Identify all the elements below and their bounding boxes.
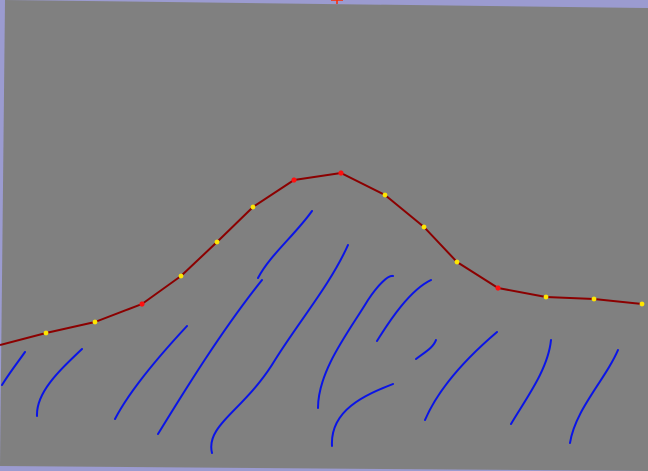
- brush-stroke[interactable]: [1, 351, 26, 386]
- brush-stroke[interactable]: [157, 279, 263, 435]
- sample-point[interactable]: [591, 296, 597, 302]
- brush-stroke[interactable]: [114, 325, 188, 420]
- brush-stroke[interactable]: [317, 274, 394, 409]
- brush-stroke[interactable]: [35, 348, 83, 417]
- hatching-strokes: [1, 210, 619, 454]
- brush-stroke[interactable]: [257, 210, 313, 279]
- sample-point[interactable]: [639, 301, 645, 307]
- control-point[interactable]: [495, 285, 501, 291]
- sample-point[interactable]: [92, 319, 98, 325]
- sample-point[interactable]: [43, 330, 49, 336]
- sample-point[interactable]: [454, 259, 460, 265]
- sample-point[interactable]: [250, 204, 256, 210]
- control-point[interactable]: [338, 170, 344, 176]
- brush-stroke[interactable]: [210, 244, 349, 454]
- profile-curve[interactable]: [0, 172, 643, 346]
- control-point[interactable]: [291, 177, 297, 183]
- sample-point[interactable]: [214, 239, 220, 245]
- brush-stroke[interactable]: [510, 339, 552, 425]
- sample-point[interactable]: [421, 224, 427, 230]
- brush-stroke[interactable]: [376, 279, 432, 342]
- brush-stroke[interactable]: [569, 349, 619, 444]
- brush-stroke[interactable]: [415, 339, 437, 360]
- control-point[interactable]: [139, 301, 145, 307]
- sample-point[interactable]: [382, 192, 388, 198]
- brush-stroke[interactable]: [424, 331, 498, 421]
- brush-stroke[interactable]: [330, 383, 394, 447]
- profile-points[interactable]: [43, 170, 645, 336]
- sample-point[interactable]: [178, 273, 184, 279]
- sample-point[interactable]: [543, 294, 549, 300]
